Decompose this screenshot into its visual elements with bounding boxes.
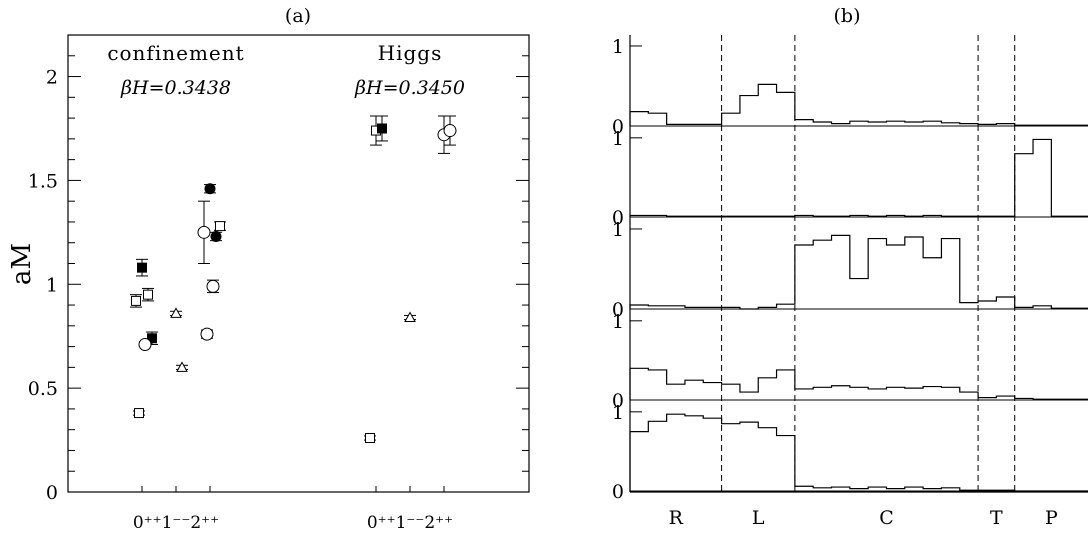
panel-y-tick-label: 1 — [612, 128, 624, 150]
data-point — [136, 258, 148, 277]
panel-a-y-ticks — [68, 55, 529, 492]
marker-triangle — [176, 361, 188, 372]
panel-y-tick-label: 1 — [612, 36, 624, 58]
panel-a-title: (a) — [285, 5, 311, 27]
data-point — [170, 307, 182, 318]
marker-triangle — [404, 311, 416, 323]
panel-y-tick-label: 1 — [612, 311, 624, 333]
y-tick-label: 0 — [46, 482, 58, 504]
data-point — [133, 408, 145, 419]
marker-square — [147, 333, 157, 344]
panel-a: (a) aM 0 0.5 1 1.5 2 confinement βH=0.3438 H… — [7, 5, 530, 533]
marker-square — [131, 295, 141, 306]
panel-y-tick-label: 0 — [612, 116, 624, 138]
histogram-panel: 01 — [612, 402, 1088, 503]
data-point — [197, 200, 211, 264]
marker-square — [215, 221, 225, 232]
y-tick-label: 0.5 — [28, 378, 58, 400]
histogram-series — [629, 413, 1088, 492]
data-point — [142, 287, 154, 302]
panel-a-y-tick-labels: 0 0.5 1 1.5 2 — [28, 67, 58, 504]
panel-y-tick-label: 0 — [612, 481, 624, 503]
marker-square — [143, 289, 153, 300]
x-group-label-higgs: 0⁺⁺1⁻⁻2⁺⁺ — [367, 513, 453, 533]
data-point — [206, 279, 220, 294]
y-tick-label: 1.5 — [28, 170, 58, 192]
marker-circle — [210, 230, 222, 242]
data-point — [364, 432, 376, 443]
data-point — [138, 338, 152, 352]
marker-circle — [443, 124, 457, 138]
histogram-panel: 01 — [612, 36, 1088, 138]
data-point — [200, 327, 214, 341]
data-point — [443, 115, 457, 146]
panel-y-tick-label: 0 — [612, 207, 624, 229]
annotation-beta-higgs: βH=0.3450 — [354, 77, 465, 99]
panel-y-tick-label: 0 — [612, 299, 624, 321]
marker-circle — [197, 225, 211, 239]
histogram-series — [629, 234, 1088, 310]
category-label: L — [752, 507, 765, 529]
panel-y-tick-label: 1 — [612, 219, 624, 241]
histogram-panel: 01 — [612, 128, 1088, 229]
histogram-panel: 01 — [612, 219, 1088, 321]
x-group-label-confinement: 0⁺⁺1⁻⁻2⁺⁺ — [133, 513, 219, 533]
histogram-panel: 01 — [612, 311, 1088, 412]
data-point — [176, 361, 188, 372]
marker-triangle — [170, 307, 182, 318]
marker-circle — [206, 279, 220, 293]
data-point — [204, 183, 216, 195]
data-point — [376, 115, 388, 142]
marker-square — [365, 432, 375, 443]
y-axis-label: aM — [7, 243, 37, 285]
panel-y-tick-label: 1 — [612, 402, 624, 424]
annotation-confinement: confinement — [107, 41, 244, 65]
y-tick-label: 2 — [46, 67, 58, 89]
panel-a-points — [130, 115, 457, 443]
data-point — [130, 294, 142, 308]
marker-square — [137, 262, 147, 273]
y-tick-label: 1 — [46, 274, 58, 296]
histogram-series — [629, 138, 1088, 217]
category-label: T — [990, 507, 1003, 529]
category-label: P — [1045, 507, 1058, 529]
panel-b-title: (b) — [834, 5, 861, 27]
annotation-higgs: Higgs — [378, 41, 443, 65]
data-point — [210, 230, 222, 242]
marker-circle — [200, 327, 214, 341]
data-point — [404, 311, 416, 323]
marker-square — [134, 408, 144, 419]
data-point — [214, 221, 226, 232]
category-label: R — [669, 507, 684, 529]
marker-square — [377, 123, 387, 134]
annotation-beta-confinement: βH=0.3438 — [120, 77, 231, 99]
histogram-series — [629, 83, 1088, 126]
panel-y-tick-label: 0 — [612, 390, 624, 412]
marker-circle — [204, 183, 216, 195]
histogram-series — [629, 367, 1088, 400]
marker-circle — [138, 338, 152, 352]
category-label: C — [879, 507, 894, 529]
